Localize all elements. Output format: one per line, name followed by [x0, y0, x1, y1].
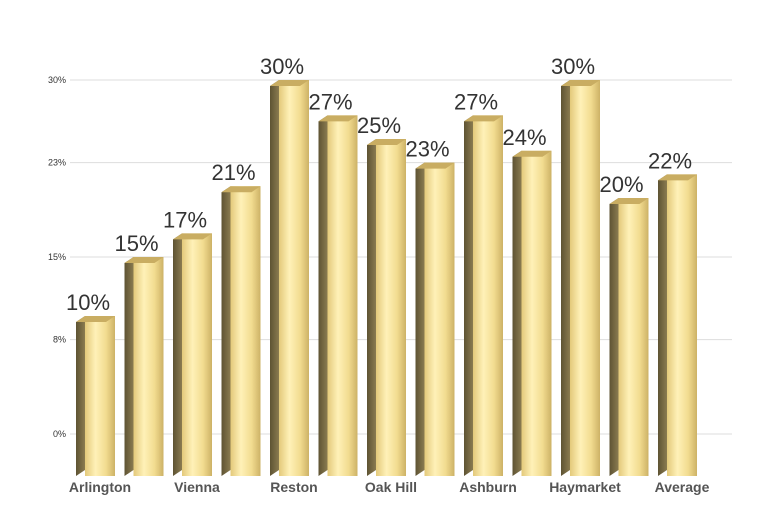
bar: [318, 115, 358, 477]
y-tick-label: 8%: [53, 335, 66, 345]
data-label: 10%: [66, 290, 110, 315]
bar: [464, 115, 503, 477]
bar: [221, 186, 261, 476]
bar-front: [473, 115, 503, 477]
bar-top: [512, 150, 552, 157]
bar-side: [270, 80, 279, 476]
data-label: 23%: [405, 137, 449, 162]
bar-top: [221, 186, 261, 193]
data-labels: 10%15%17%21%30%27%25%23%27%24%30%20%22%: [66, 54, 692, 315]
bar: [124, 257, 164, 476]
x-axis-ticks: Arlington Vienna Reston Oak Hill Ashburn Haym…: [69, 479, 710, 495]
data-label: 24%: [502, 125, 546, 150]
bar-front: [85, 316, 115, 476]
bar-front: [279, 80, 309, 476]
bar: [658, 174, 697, 476]
bar-side: [609, 198, 619, 476]
data-label: 30%: [551, 54, 595, 79]
data-label: 25%: [357, 113, 401, 138]
bars: [76, 80, 697, 477]
data-label: 27%: [308, 89, 352, 114]
x-tick-label: Haymarket: [549, 479, 621, 495]
data-label: 27%: [454, 89, 498, 114]
bar-side: [221, 186, 231, 476]
bar-front: [376, 139, 406, 476]
bar-side: [318, 115, 328, 477]
bar: [173, 233, 212, 476]
bar: [367, 139, 406, 476]
y-tick-label: 15%: [48, 252, 66, 262]
data-label: 22%: [648, 148, 692, 173]
x-tick-label: Oak Hill: [365, 479, 417, 495]
bar-front: [327, 115, 358, 477]
bar: [561, 80, 600, 476]
bar-top: [318, 115, 358, 122]
data-label: 15%: [114, 231, 158, 256]
data-label: 17%: [163, 207, 207, 232]
x-tick-label: Ashburn: [459, 479, 517, 495]
data-label: 30%: [260, 54, 304, 79]
data-label: 20%: [599, 172, 643, 197]
y-axis-ticks: 0% 8% 15% 23% 30%: [48, 75, 66, 439]
bar-front: [570, 80, 600, 476]
bar-top: [367, 139, 406, 145]
bar-side: [658, 174, 667, 476]
bar-front: [230, 186, 261, 476]
bar-side: [173, 233, 182, 476]
bar-top: [609, 198, 649, 204]
bar-top: [464, 115, 503, 122]
x-tick-label: Average: [655, 479, 710, 495]
bar-front: [182, 233, 212, 476]
y-tick-label: 23%: [48, 158, 66, 168]
bar-top: [658, 174, 697, 181]
x-tick-label: Reston: [270, 479, 317, 495]
bar: [415, 162, 455, 476]
bar-side: [464, 115, 473, 477]
bar-top: [415, 162, 455, 169]
bar-side: [367, 139, 376, 476]
x-tick-label: Arlington: [69, 479, 131, 495]
y-tick-label: 0%: [53, 429, 66, 439]
bar-front: [133, 257, 164, 476]
bar-side: [415, 162, 425, 476]
x-tick-label: Vienna: [174, 479, 220, 495]
y-tick-label: 30%: [48, 75, 66, 85]
bar: [270, 80, 309, 476]
bar: [512, 150, 552, 477]
bar-front: [424, 162, 455, 476]
bar-top: [173, 233, 212, 240]
bar: [609, 198, 649, 476]
bar-side: [76, 316, 85, 476]
bar-side: [561, 80, 570, 476]
bar-top: [76, 316, 115, 322]
bar-top: [561, 80, 600, 86]
bar-top: [270, 80, 309, 86]
bar-front: [618, 198, 649, 476]
bar-side: [124, 257, 134, 476]
bar: [76, 316, 115, 476]
bar-front: [521, 150, 552, 477]
bar-front: [667, 174, 697, 476]
bar-top: [124, 257, 164, 263]
data-label: 21%: [211, 160, 255, 185]
bar-side: [512, 150, 522, 477]
